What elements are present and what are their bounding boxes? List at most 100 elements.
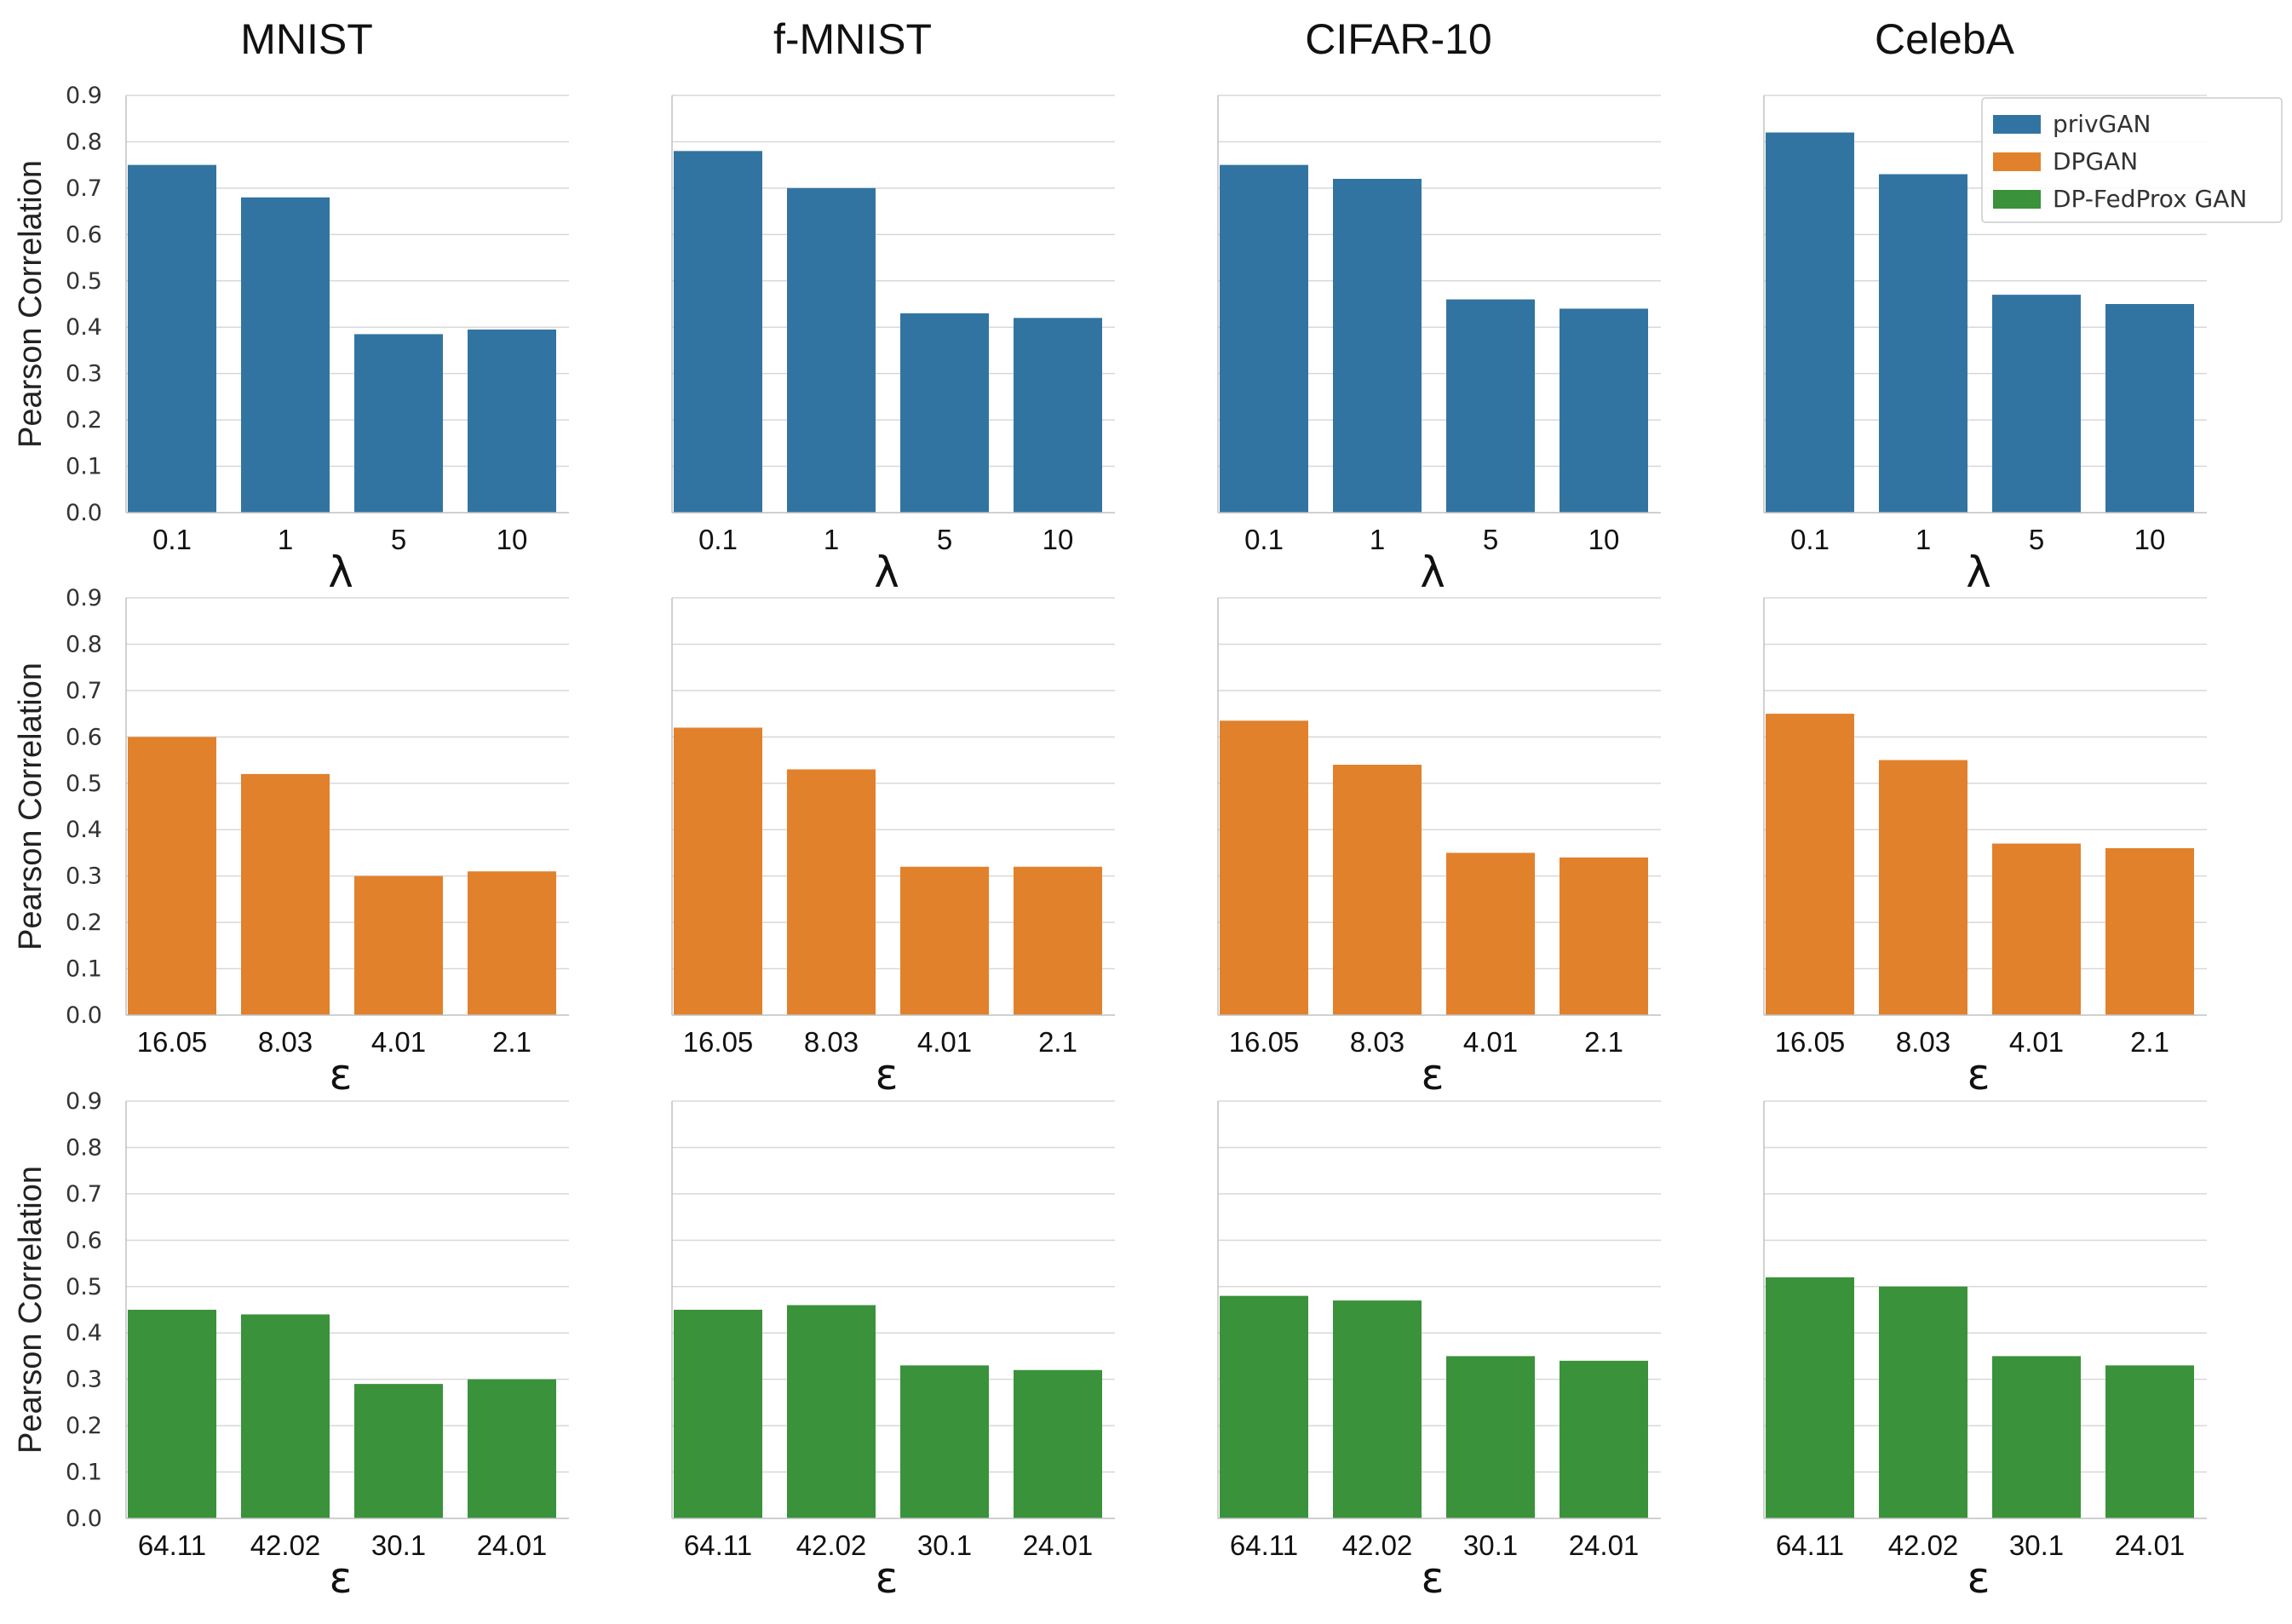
y-tick-label: 0.4 [66, 314, 102, 341]
bar [1446, 299, 1535, 513]
bar [2105, 1365, 2194, 1518]
x-axis-label: ε [329, 1553, 352, 1603]
x-tick-label: 30.1 [371, 1529, 426, 1561]
y-tick-label: 0.5 [66, 771, 102, 797]
subplot-2-3: 16.05 8.03 4.01 2.1 ε [1217, 597, 1661, 1099]
x-tick-label: 4.01 [1463, 1026, 1518, 1058]
x-tick-label: 4.01 [2009, 1026, 2064, 1058]
y-tick-label: 0.3 [66, 361, 102, 387]
bar [468, 1379, 556, 1518]
x-axis-label: ε [1967, 1553, 1990, 1603]
x-tick-label: 10 [2134, 524, 2166, 555]
x-tick-label: 24.01 [1023, 1529, 1094, 1561]
y-tick-label: 0.2 [66, 1413, 102, 1439]
legend-swatch [1993, 115, 2041, 134]
bar [674, 727, 762, 1015]
x-tick-label: 10 [1588, 524, 1620, 555]
y-tick-label: 0.2 [66, 910, 102, 936]
legend-swatch [1993, 190, 2041, 209]
x-tick-label: 16.05 [137, 1026, 208, 1058]
subplot-3-3: 64.11 42.02 30.1 24.01 ε [1217, 1100, 1661, 1603]
x-tick-label: 1 [1916, 524, 1931, 555]
x-tick-label: 5 [391, 524, 406, 555]
bar [1560, 1360, 1648, 1518]
x-tick-label: 8.03 [1896, 1026, 1950, 1058]
subplot-1-2: 0.1 1 5 10 λ f-MNIST [671, 15, 1115, 597]
x-tick-label: 24.01 [1569, 1529, 1640, 1561]
y-tick-label: 0.6 [66, 724, 102, 750]
y-tick-label: 0.9 [66, 83, 102, 109]
bar [1879, 760, 1967, 1015]
x-axis-label: ε [329, 1050, 352, 1099]
y-tick-label: 0.9 [66, 1088, 102, 1115]
x-tick-label: 4.01 [371, 1026, 426, 1058]
bar [241, 197, 330, 513]
x-tick-label: 8.03 [1350, 1026, 1404, 1058]
y-tick-label: 0.7 [66, 175, 102, 202]
x-tick-label: 8.03 [804, 1026, 859, 1058]
y-tick-label: 0.7 [66, 678, 102, 704]
x-tick-label: 0.1 [1790, 524, 1830, 555]
bar [241, 773, 330, 1015]
subplot-3-2: 64.11 42.02 30.1 24.01 ε [671, 1100, 1115, 1603]
legend-label: DP-FedProx GAN [2053, 185, 2247, 213]
legend-label: privGAN [2053, 110, 2151, 138]
y-tick-label: 0.8 [66, 631, 102, 657]
y-tick-label: 0.0 [66, 500, 102, 526]
bar [1560, 308, 1648, 513]
subplot-3-1: 0.0 0.1 0.2 0.3 0.4 0.5 0.6 0.7 0.8 0.9 Pearson Co… [13, 1088, 569, 1603]
bar [1220, 1295, 1308, 1518]
y-tick-label: 0.4 [66, 817, 102, 843]
x-tick-label: 1 [278, 524, 293, 555]
x-tick-label: 42.02 [796, 1529, 867, 1561]
x-tick-label: 4.01 [917, 1026, 972, 1058]
bar [128, 737, 216, 1015]
bar [128, 1310, 216, 1518]
bar [1992, 1356, 2081, 1518]
bar [1220, 720, 1308, 1015]
bar [900, 866, 989, 1015]
x-tick-label: 10 [497, 524, 528, 555]
bar [900, 1365, 989, 1518]
x-tick-label: 5 [937, 524, 952, 555]
bar [1014, 866, 1102, 1015]
x-tick-label: 30.1 [917, 1529, 972, 1561]
x-axis-label: λ [1966, 548, 1991, 597]
x-axis-label: ε [1967, 1050, 1990, 1099]
x-tick-label: 30.1 [2009, 1529, 2064, 1561]
x-tick-label: 0.1 [152, 524, 192, 555]
bar [354, 334, 443, 513]
y-tick-label: 0.1 [66, 454, 102, 480]
x-axis-label: λ [328, 548, 353, 597]
x-tick-label: 64.11 [138, 1529, 206, 1561]
bar [354, 875, 443, 1015]
x-tick-label: 0.1 [698, 524, 738, 555]
y-tick-label: 0.3 [66, 1367, 102, 1393]
bar [1560, 857, 1648, 1015]
bar [1014, 1369, 1102, 1518]
x-tick-label: 42.02 [1888, 1529, 1959, 1561]
bar [241, 1314, 330, 1518]
column-title: CIFAR-10 [1305, 15, 1492, 63]
bar [1446, 852, 1535, 1015]
column-title: MNIST [240, 15, 373, 63]
y-tick-label: 0.4 [66, 1320, 102, 1346]
x-tick-label: 24.01 [477, 1529, 548, 1561]
x-tick-label: 42.02 [1342, 1529, 1413, 1561]
bar [1992, 295, 2081, 513]
x-tick-label: 24.01 [2115, 1529, 2186, 1561]
x-axis-label: λ [1420, 548, 1445, 597]
bar [1220, 164, 1308, 513]
bar [354, 1384, 443, 1518]
x-tick-label: 64.11 [1230, 1529, 1298, 1561]
bar [1879, 174, 1967, 514]
subplot-2-2: 16.05 8.03 4.01 2.1 ε [671, 597, 1115, 1099]
x-tick-label: 5 [1483, 524, 1498, 555]
x-tick-label: 1 [824, 524, 839, 555]
y-tick-label: 0.3 [66, 864, 102, 890]
bar [674, 151, 762, 514]
x-tick-label: 10 [1043, 524, 1074, 555]
x-tick-label: 8.03 [258, 1026, 313, 1058]
x-tick-label: 2.1 [2130, 1026, 2169, 1058]
